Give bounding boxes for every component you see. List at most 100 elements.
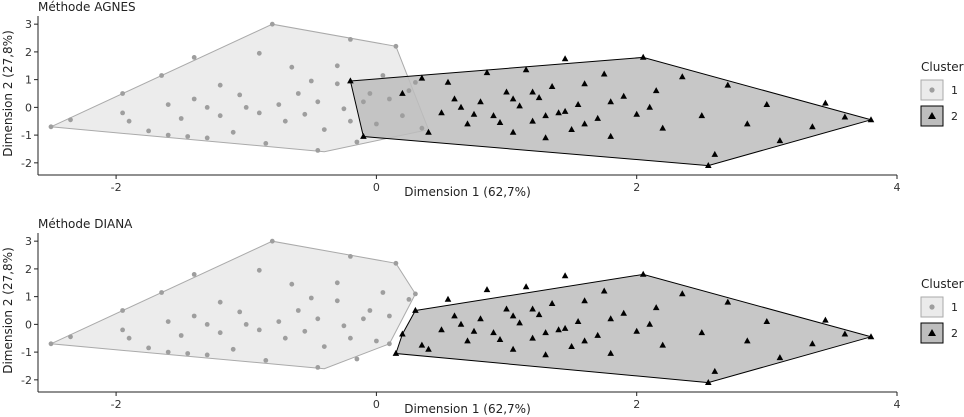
y-axis-title: Dimension 2 (27,8%) (1, 30, 15, 157)
y-tick-label: -1 (21, 129, 32, 142)
cluster-2-point (724, 298, 732, 305)
cluster-2-point (822, 99, 829, 106)
cluster-2-point (522, 66, 530, 73)
cluster-2-point (607, 98, 614, 105)
cluster-2-point (444, 295, 452, 302)
cluster-1-point (120, 308, 125, 313)
legend-title: Cluster (921, 277, 964, 291)
cluster-2-point (412, 306, 419, 313)
cluster-1-point (120, 91, 125, 96)
cluster-2-point (444, 78, 452, 85)
cluster-1-point (191, 96, 197, 102)
cluster-2-point (646, 320, 653, 327)
cluster-2-point (425, 128, 432, 135)
cluster-1-point (269, 21, 275, 27)
cluster-1-point (276, 102, 282, 107)
cluster-1-point (269, 238, 275, 244)
cluster-1-point (406, 88, 412, 94)
cluster-2-point (496, 336, 504, 342)
cluster-1-point (256, 110, 262, 116)
cluster-1-point (178, 116, 184, 121)
cluster-2-point (574, 318, 582, 324)
cluster-2-point (535, 94, 543, 101)
cluster-1-point (406, 297, 412, 302)
cluster-2-point (639, 270, 647, 277)
cluster-2-point (561, 272, 569, 279)
cluster-1-point (120, 110, 125, 116)
cluster-2-point (425, 345, 432, 352)
y-tick-label: -1 (21, 346, 32, 359)
cluster-1-point (256, 327, 262, 333)
cluster-2-point (639, 53, 647, 60)
cluster-2-point (600, 70, 608, 77)
cluster-2-point (776, 354, 784, 361)
cluster-2-point (509, 345, 517, 352)
cluster-1-point (321, 344, 327, 349)
cluster-2-point (581, 120, 588, 127)
cluster-1-point (159, 73, 165, 78)
cluster-1-point (348, 335, 353, 341)
cluster-1-point (341, 106, 347, 112)
y-axis-title: Dimension 2 (27,8%) (1, 247, 15, 374)
cluster-2-point (705, 162, 712, 168)
cluster-2-point (490, 112, 497, 119)
cluster-2-point (659, 341, 666, 348)
cluster-2-point (529, 305, 536, 312)
cluster-1-point (217, 330, 223, 336)
cluster-1-point (393, 43, 399, 49)
cluster-1-point (289, 64, 295, 70)
cluster-1-point (289, 281, 295, 287)
cluster-1-point (120, 327, 125, 333)
cluster-2-point (607, 132, 614, 139)
cluster-1-point (146, 345, 152, 351)
cluster-2-point (529, 88, 536, 95)
cluster-2-point (457, 320, 465, 327)
y-tick-label: 3 (25, 235, 32, 248)
cluster-2-point (744, 337, 751, 344)
cluster-2-point (633, 327, 640, 334)
cluster-2-point (360, 132, 367, 139)
cluster-2-point (867, 116, 875, 123)
cluster-1-point (217, 299, 223, 305)
cluster-2-point (555, 109, 562, 116)
cluster-2-point (561, 107, 569, 114)
cluster-1-point (419, 125, 425, 131)
cluster-1-point (185, 134, 191, 139)
x-tick-label: 4 (894, 181, 901, 194)
y-tick-label: 2 (25, 46, 32, 59)
cluster-2-point (529, 117, 536, 124)
cluster-1-point (374, 121, 379, 127)
legend-top: Cluster 1 2 (920, 60, 964, 127)
cluster-1-point (146, 128, 152, 134)
cluster-2-point (399, 89, 406, 96)
cluster-1-point (282, 335, 288, 341)
cluster-1-point (308, 78, 314, 84)
cluster-2-point (496, 119, 504, 125)
cluster-1-point (380, 290, 386, 295)
cluster-1-point (48, 341, 54, 347)
cluster-2-point (399, 330, 406, 337)
cluster-1-point (341, 323, 347, 329)
cluster-1-point (413, 291, 418, 297)
cluster-2-point (509, 312, 517, 319)
cluster-2-point (568, 343, 575, 349)
cluster-2-point (542, 134, 549, 141)
cluster-1-point (263, 141, 269, 146)
cluster-2-point (679, 290, 686, 297)
cluster-2-point (646, 103, 653, 110)
x-axis-title: Dimension 1 (62,7%) (404, 402, 531, 416)
legend-label-cluster-2: 2 (951, 110, 958, 123)
x-tick-label: 0 (373, 181, 380, 194)
cluster-2-point (763, 318, 771, 324)
cluster-1-point (217, 82, 223, 88)
cluster-2-point (503, 88, 510, 95)
cluster-1-point (374, 338, 379, 344)
cluster-1-point (282, 118, 288, 124)
cluster-2-point (509, 95, 517, 102)
cluster-1-point (204, 322, 210, 327)
cluster-1-point (68, 117, 73, 123)
cluster-2-point (711, 367, 719, 374)
cluster-1-point (348, 254, 353, 259)
y-tick-label: 2 (25, 263, 32, 276)
cluster-2-point (574, 101, 582, 107)
